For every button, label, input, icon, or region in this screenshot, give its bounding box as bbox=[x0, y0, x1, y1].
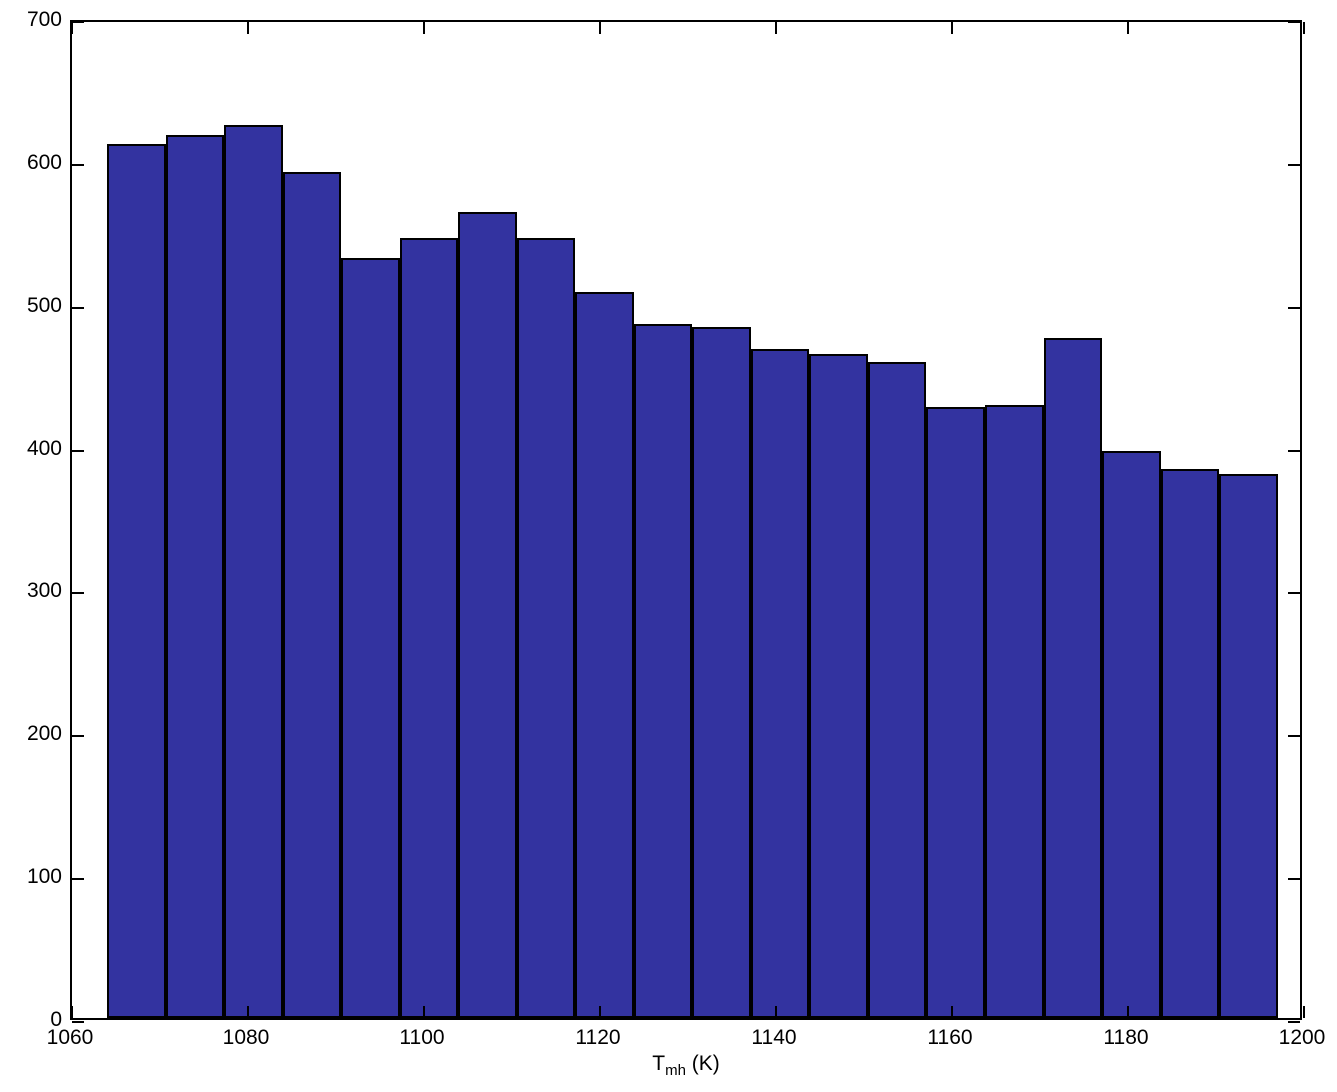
histogram-bar bbox=[458, 212, 517, 1018]
x-tick bbox=[1127, 22, 1129, 34]
x-tick-label: 1120 bbox=[568, 1026, 628, 1050]
y-tick bbox=[1288, 21, 1300, 23]
xlabel-sub: mh bbox=[665, 1062, 686, 1079]
y-tick bbox=[1288, 735, 1300, 737]
histogram-bar bbox=[1102, 451, 1161, 1018]
y-tick-label: 100 bbox=[12, 865, 62, 889]
histogram-bar bbox=[224, 125, 283, 1018]
x-tick bbox=[951, 1006, 953, 1018]
y-tick-label: 300 bbox=[12, 579, 62, 603]
histogram-bar bbox=[926, 407, 985, 1018]
y-tick bbox=[1288, 878, 1300, 880]
histogram-bar bbox=[692, 327, 751, 1018]
histogram-bar bbox=[1219, 474, 1278, 1018]
y-tick bbox=[1288, 164, 1300, 166]
y-tick bbox=[72, 1021, 84, 1023]
y-tick bbox=[72, 878, 84, 880]
y-tick bbox=[72, 450, 84, 452]
histogram-bar bbox=[341, 258, 400, 1018]
histogram-bar bbox=[634, 324, 693, 1018]
x-tick bbox=[423, 22, 425, 34]
x-tick bbox=[599, 22, 601, 34]
histogram-bar bbox=[1161, 469, 1220, 1018]
x-tick-label: 1060 bbox=[40, 1026, 100, 1050]
x-tick bbox=[247, 22, 249, 34]
y-tick-label: 700 bbox=[12, 8, 62, 32]
y-tick bbox=[72, 592, 84, 594]
x-tick-label: 1180 bbox=[1096, 1026, 1156, 1050]
y-tick-label: 200 bbox=[12, 722, 62, 746]
y-tick-label: 400 bbox=[12, 437, 62, 461]
x-tick bbox=[775, 22, 777, 34]
y-tick bbox=[1288, 592, 1300, 594]
x-tick bbox=[71, 1006, 73, 1018]
xlabel-suffix: (K) bbox=[686, 1052, 720, 1075]
chart-container bbox=[70, 20, 1302, 1020]
x-tick bbox=[1127, 1006, 1129, 1018]
x-tick bbox=[247, 1006, 249, 1018]
histogram-bar bbox=[985, 405, 1044, 1018]
x-tick bbox=[423, 1006, 425, 1018]
x-tick-label: 1080 bbox=[216, 1026, 276, 1050]
x-tick bbox=[775, 1006, 777, 1018]
histogram-bar bbox=[1044, 338, 1103, 1018]
x-tick bbox=[1303, 1006, 1305, 1018]
histogram-bar bbox=[283, 172, 342, 1018]
x-axis-label: Tmh (K) bbox=[70, 1052, 1302, 1079]
y-tick bbox=[72, 735, 84, 737]
histogram-bar bbox=[400, 238, 459, 1018]
y-tick-label: 500 bbox=[12, 294, 62, 318]
histogram-bar bbox=[751, 349, 810, 1018]
x-tick-label: 1200 bbox=[1272, 1026, 1332, 1050]
x-tick bbox=[599, 1006, 601, 1018]
x-tick bbox=[951, 22, 953, 34]
histogram-bar bbox=[809, 354, 868, 1018]
y-tick bbox=[1288, 307, 1300, 309]
y-tick bbox=[1288, 1021, 1300, 1023]
y-tick bbox=[72, 164, 84, 166]
histogram-bar bbox=[166, 135, 225, 1018]
y-tick bbox=[72, 307, 84, 309]
x-tick-label: 1160 bbox=[920, 1026, 980, 1050]
xlabel-prefix: T bbox=[652, 1052, 665, 1075]
histogram-bar bbox=[868, 362, 927, 1018]
x-tick-label: 1140 bbox=[744, 1026, 804, 1050]
x-tick-label: 1100 bbox=[392, 1026, 452, 1050]
y-tick-label: 600 bbox=[12, 151, 62, 175]
histogram-bar bbox=[517, 238, 576, 1018]
y-tick bbox=[72, 21, 84, 23]
histogram-bar bbox=[575, 292, 634, 1018]
y-tick bbox=[1288, 450, 1300, 452]
x-tick bbox=[1303, 22, 1305, 34]
x-tick bbox=[71, 22, 73, 34]
plot-area bbox=[70, 20, 1302, 1020]
histogram-bar bbox=[107, 144, 166, 1018]
